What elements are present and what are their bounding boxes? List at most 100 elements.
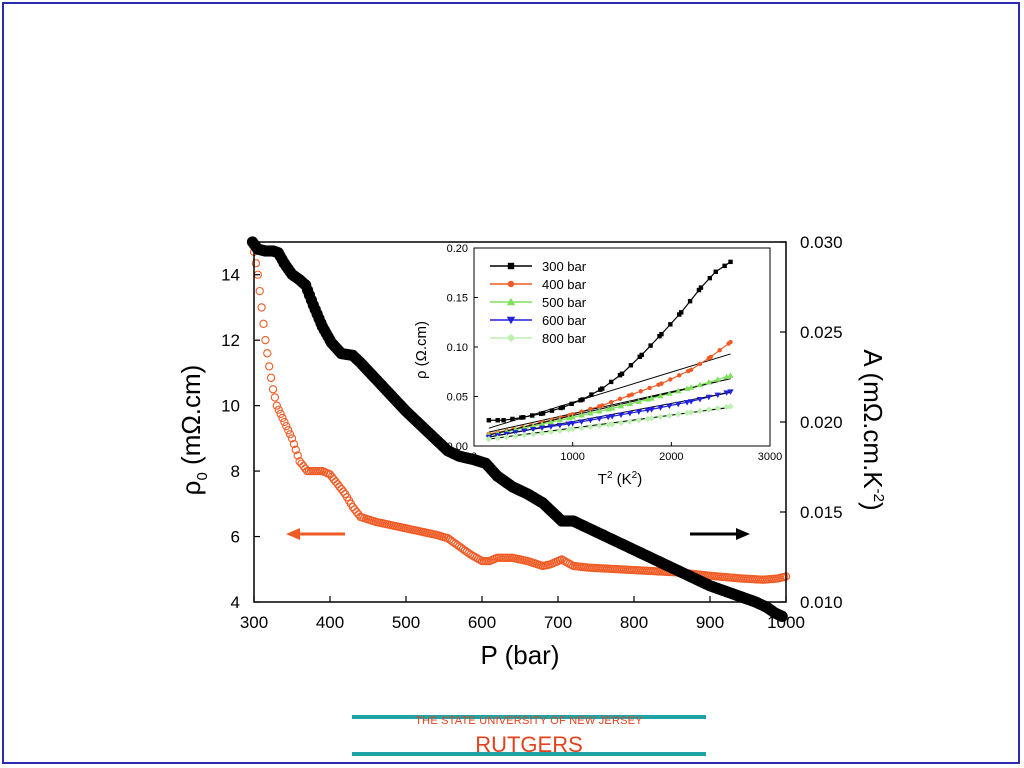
rho0-data-point — [293, 451, 302, 460]
inset-y-axis-title: ρ (Ω.cm) — [413, 321, 430, 379]
left-axis-title: ρ0 (mΩ.cm) — [176, 365, 211, 496]
main-chart: 300 400 500 600 700 800 900 1000 4 6 8 10 12 14 0.010 0… — [176, 233, 888, 670]
inset-data-point — [666, 403, 673, 410]
rho0-data-point — [339, 487, 348, 496]
x-tick-label: 600 — [468, 613, 496, 632]
inset-data-point — [648, 407, 655, 413]
inset-data-point — [547, 428, 555, 436]
inset-data-point — [565, 426, 572, 433]
inset-data-point — [503, 433, 510, 441]
inset-data-point — [713, 269, 718, 274]
rho0-data-point — [285, 430, 295, 439]
inset-data-point — [569, 421, 576, 427]
inset-data-point — [626, 410, 634, 417]
inset-data-point — [648, 415, 655, 422]
inset-data-point — [696, 287, 702, 293]
inset-data-point — [644, 407, 651, 414]
inset-data-point — [501, 418, 506, 423]
inset-data-point — [727, 389, 734, 395]
left-y-tick-label: 12 — [221, 331, 240, 350]
inset-data-point — [628, 363, 634, 368]
inset-data-point — [587, 423, 594, 431]
inset-data-point — [604, 421, 612, 428]
legend-label: 300 bar — [542, 259, 587, 274]
rho0-data-point — [255, 286, 264, 296]
inset-data-point — [657, 413, 664, 421]
inset-data-point — [596, 408, 603, 414]
legend-item: 600 bar — [490, 313, 587, 328]
rho0-data-point — [280, 417, 289, 427]
rho0-data-point — [274, 405, 283, 414]
main-series-layer — [246, 236, 791, 623]
inset-data-point — [565, 421, 572, 428]
x-tick-label: 800 — [620, 613, 648, 632]
inset-data-point — [635, 417, 642, 424]
inset-data-point — [688, 367, 694, 372]
inset-data-point — [697, 361, 703, 367]
inset-data-point — [657, 392, 664, 399]
inset-data-point — [696, 407, 704, 415]
inset-y-tick-label: 0.15 — [447, 293, 468, 305]
inset-data-point — [647, 385, 652, 391]
inset-data-point — [569, 414, 576, 420]
inset-data-point — [714, 405, 721, 412]
rho0-data-point — [567, 560, 576, 570]
inset-data-point — [617, 412, 625, 418]
inset-data-point — [617, 419, 625, 427]
rho0-data-point — [265, 362, 274, 371]
A-coefficient-series — [246, 236, 788, 623]
right-arrow-annotation — [690, 528, 750, 540]
inset-data-point — [556, 416, 564, 423]
inset-data-point — [698, 285, 704, 290]
left-y-tick-label: 10 — [221, 397, 240, 416]
footer-bottom-bar — [352, 752, 706, 756]
inset-series-300-bar — [486, 259, 733, 429]
inset-data-point — [587, 410, 594, 416]
right-axis-title: A (mΩ.cm.K-2) — [858, 349, 888, 510]
inset-data-point — [675, 401, 682, 408]
rho0-data-point — [278, 413, 287, 423]
inset-data-point — [578, 412, 585, 418]
right-y-tick-label: 0.015 — [800, 503, 843, 522]
main-axes: 300 400 500 600 700 800 900 1000 4 6 8 10 12 14 0.010 0… — [221, 233, 842, 632]
rho0-data-point — [257, 303, 266, 312]
inset-data-point — [521, 415, 526, 420]
inset-data-point — [578, 419, 585, 425]
inset-data-point — [714, 392, 721, 398]
inset-data-point — [635, 398, 642, 404]
university-name: THE STATE UNIVERSITY OF NEW JERSEY — [415, 715, 643, 727]
inset-data-point — [538, 429, 546, 437]
inset-data-point — [638, 389, 643, 394]
inset-data-point — [494, 434, 501, 442]
inset-data-point — [668, 322, 673, 327]
x-tick-label: 400 — [316, 613, 344, 632]
inset-y-tick-label: 0.05 — [447, 392, 468, 404]
inset-x-tick-label: 0 — [471, 451, 477, 463]
inset-data-point — [728, 259, 733, 265]
inset-data-point — [659, 381, 664, 386]
x-tick-label: 900 — [696, 613, 724, 632]
right-y-tick-label: 0.020 — [800, 413, 843, 432]
inset-data-point — [600, 403, 605, 408]
inset-background — [474, 248, 770, 446]
legend-item: 800 bar — [490, 331, 587, 346]
legend-label: 600 bar — [542, 313, 587, 328]
footer-logo: THE STATE UNIVERSITY OF NEW JERSEY RUTGE… — [352, 712, 706, 760]
inset-data-point — [723, 390, 730, 396]
inset-data-point — [547, 418, 555, 425]
legend-label: 500 bar — [542, 295, 587, 310]
inset-data-point — [608, 399, 614, 405]
inset-data-point — [683, 400, 691, 406]
inset-data-point — [723, 403, 730, 411]
inset-data-point — [722, 263, 727, 269]
inset-data-point — [512, 430, 519, 436]
inset-fit-line — [488, 353, 731, 429]
inset-data-point — [530, 426, 537, 433]
inset-data-point — [530, 430, 537, 438]
inset-data-point — [556, 427, 564, 434]
inset-data-point — [569, 401, 574, 407]
inset-data-point — [666, 390, 673, 396]
inset-data-point — [608, 414, 616, 420]
inset-data-point — [639, 352, 644, 358]
inset-series-layer — [485, 259, 734, 443]
